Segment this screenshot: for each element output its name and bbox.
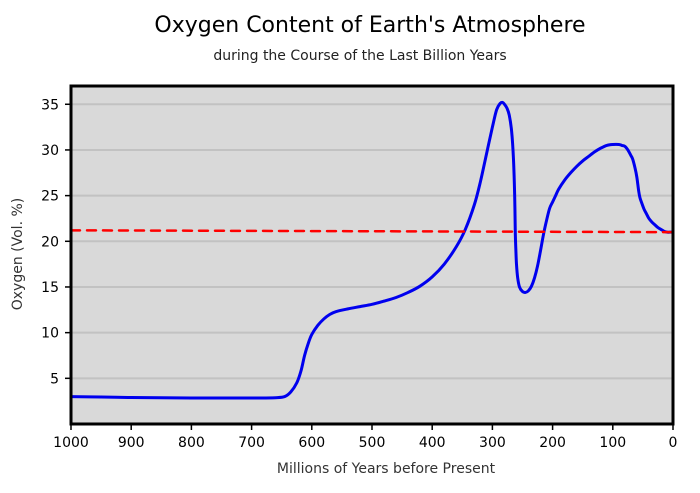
chart-subtitle: during the Course of the Last Billion Ye… [213,48,506,64]
series-layer [69,100,675,400]
x-tick-label: 700 [238,435,265,451]
x-axis-label: Millions of Years before Present [277,461,496,477]
y-tick-label: 35 [41,97,59,113]
x-tick-label: 400 [419,435,446,451]
y-axis-ticks: 5 10 15 20 25 30 35 [41,97,71,387]
oxygen-series-line [69,100,675,400]
x-tick-label: 600 [298,435,325,451]
plot-area [71,86,673,424]
x-tick-label: 800 [178,435,205,451]
y-tick-label: 30 [41,143,59,159]
x-tick-label: 900 [118,435,145,451]
x-axis-ticks: 1000 900 800 700 600 500 400 300 200 100 0 [53,424,677,451]
x-tick-label: 500 [359,435,386,451]
x-tick-label: 1000 [53,435,89,451]
x-tick-label: 0 [669,435,678,451]
y-axis-label: Oxygen (Vol. %) [10,198,26,311]
x-tick-label: 300 [479,435,506,451]
y-tick-label: 20 [41,234,59,250]
y-tick-label: 10 [41,326,59,342]
x-tick-label: 100 [599,435,626,451]
grid-lines [71,103,673,380]
y-tick-label: 25 [41,189,59,205]
y-tick-label: 15 [41,280,59,296]
y-tick-label: 5 [50,371,59,387]
present-day-reference-line [69,229,675,234]
chart-title: Oxygen Content of Earth's Atmosphere [154,13,585,38]
x-tick-label: 200 [539,435,566,451]
